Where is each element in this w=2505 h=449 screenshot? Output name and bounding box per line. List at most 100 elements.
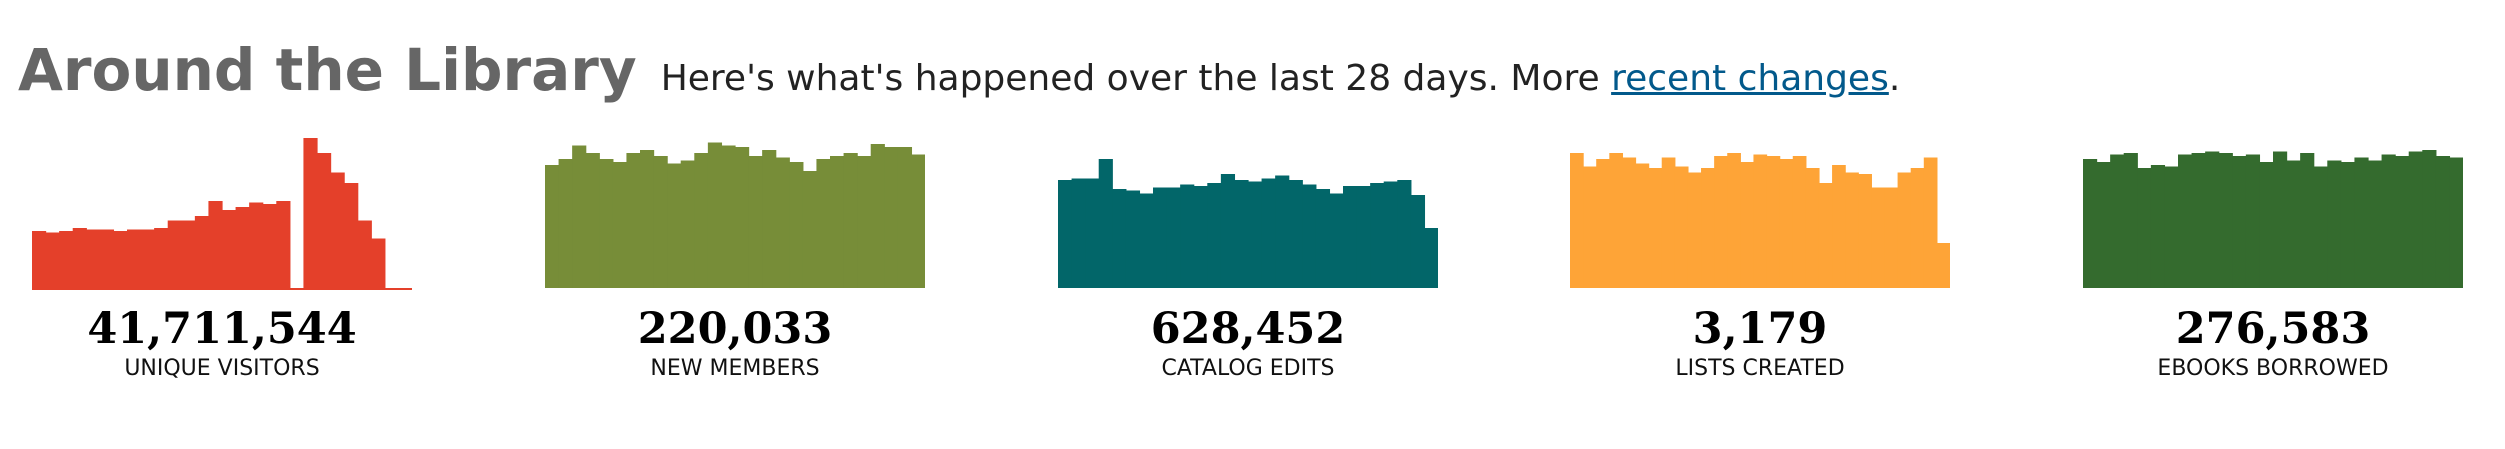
chart-bar (640, 150, 655, 288)
chart-bar (1897, 172, 1912, 288)
chart-bar (667, 163, 682, 288)
chart-bar (2408, 151, 2423, 288)
chart-bar (2381, 154, 2396, 288)
chart-bar (721, 145, 736, 288)
chart-bar (1153, 187, 1168, 288)
lists-sparkline-chart (1570, 153, 1950, 288)
chart-bar (1910, 168, 1925, 288)
chart-bar (1714, 156, 1728, 288)
chart-bar (1302, 184, 1317, 288)
chart-bar (1098, 159, 1113, 288)
chart-bar (303, 138, 318, 288)
chart-bar (2083, 159, 2098, 288)
chart-bar (2096, 162, 2111, 288)
chart-bar (2422, 150, 2437, 288)
stat-value: 3,179 (1692, 304, 1828, 354)
chart-bar (2123, 153, 2138, 288)
chart-bar (1125, 190, 1141, 288)
chart-bar (1112, 189, 1127, 288)
section-subtitle: Here's what's happened over the last 28 … (661, 58, 1901, 99)
chart-bar (249, 202, 264, 288)
chart-bar (1871, 187, 1886, 288)
chart-bar (45, 232, 60, 288)
chart-bar (371, 238, 386, 288)
chart-bar (735, 147, 750, 288)
chart-bar (2354, 157, 2369, 288)
visitors-sparkline-chart (32, 138, 412, 290)
chart-bar (235, 207, 250, 288)
chart-bar (1329, 193, 1344, 288)
chart-bar (775, 157, 790, 288)
chart-bar (585, 153, 600, 288)
chart-bar (1687, 172, 1702, 288)
chart-bar (1727, 153, 1741, 288)
chart-bar (1583, 166, 1597, 288)
chart-bar (2205, 151, 2220, 288)
chart-bar (2110, 154, 2125, 288)
chart-bar (1261, 178, 1276, 288)
chart-bar (1410, 195, 1426, 288)
recent-changes-link[interactable]: recent changes (1611, 58, 1889, 99)
chart-bar (653, 156, 668, 288)
chart-bar (2191, 153, 2206, 288)
chart-bar (86, 229, 101, 288)
section-title: Around the Library (18, 36, 637, 104)
subtitle-text: Here's what's happened over the last 28 … (660, 58, 1612, 99)
chart-bar (816, 159, 831, 288)
chart-bar (1288, 180, 1303, 288)
chart-bar (1701, 168, 1715, 288)
chart-bar (1832, 165, 1846, 288)
chart-bar (2327, 160, 2342, 288)
chart-bar (2340, 162, 2356, 288)
chart-bar (612, 162, 628, 288)
stat-label: CATALOG EDITS (1161, 356, 1335, 381)
chart-bar (762, 150, 777, 288)
chart-bar (2395, 156, 2410, 288)
edits-sparkline-chart (1058, 159, 1438, 288)
chart-bar (694, 153, 709, 288)
chart-bar (857, 156, 872, 288)
chart-bar (1818, 183, 1833, 288)
chart-bar (2435, 156, 2451, 288)
subtitle-suffix: . (1888, 58, 1901, 99)
chart-bar (1370, 183, 1385, 288)
chart-bar (167, 220, 182, 288)
chart-bar (1207, 183, 1222, 288)
chart-bar (680, 160, 695, 288)
chart-bar (1779, 159, 1794, 288)
chart-bar (2245, 154, 2261, 288)
chart-bar (789, 162, 804, 288)
chart-bar (802, 171, 818, 288)
chart-bar (2218, 153, 2233, 288)
chart-bar (830, 156, 845, 288)
chart-bar (1383, 181, 1398, 288)
chart-bar (1845, 172, 1859, 288)
chart-bar (843, 153, 858, 288)
chart-bar (545, 165, 560, 288)
chart-baseline (32, 288, 412, 290)
chart-bar (1356, 186, 1371, 288)
chart-bar (2232, 156, 2247, 288)
chart-bar (127, 229, 142, 288)
chart-bar (1139, 193, 1154, 288)
chart-bar (911, 154, 925, 288)
chart-bar (1936, 243, 1950, 288)
chart-bar (1661, 157, 1676, 288)
chart-bar (1424, 228, 1438, 288)
chart-bar (1166, 187, 1181, 288)
chart-bar (344, 183, 359, 288)
chart-bar (1315, 189, 1331, 288)
chart-bar (99, 229, 115, 288)
chart-bar (1792, 156, 1807, 288)
chart-bar (1234, 180, 1249, 288)
chart-bar (1397, 180, 1412, 288)
chart-bar (2368, 160, 2383, 288)
chart-bar (59, 231, 74, 288)
chart-bar (626, 153, 641, 288)
chart-bar (72, 228, 87, 288)
chart-bar (1085, 178, 1100, 288)
chart-bar (707, 142, 723, 288)
chart-bar (2273, 151, 2288, 288)
chart-bar (2137, 168, 2152, 288)
chart-bar (222, 210, 237, 288)
